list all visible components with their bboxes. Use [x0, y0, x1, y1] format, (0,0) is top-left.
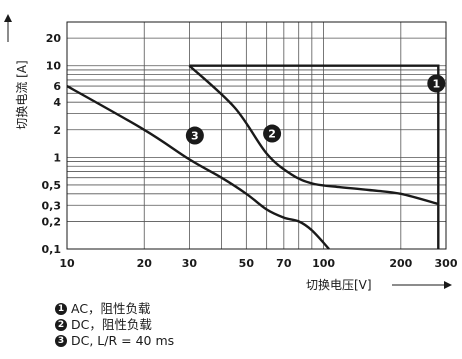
marker-circle — [427, 74, 446, 93]
marker-circle — [263, 124, 282, 143]
legend-item: 3 DC, L/R = 40 ms — [55, 333, 174, 349]
x-tick-label: 70 — [276, 257, 292, 270]
x-tick-label: 10 — [59, 257, 75, 270]
axes — [66, 21, 447, 250]
plot-frame — [66, 21, 447, 250]
chart: 10 20 30 50 70 100 200 3000,10,20,30,512461020 … — [4, 14, 458, 292]
marker-circle — [185, 126, 204, 145]
y-tick-label: 6 — [53, 80, 61, 93]
series-line-2 — [188, 64, 439, 206]
tick-labels: 10 20 30 50 70 100 200 300 0,1 0,2 0,3 0,5 1 2 4 6 10 20 — [42, 32, 458, 270]
legend-text: DC，阻性负载 — [71, 317, 152, 332]
legend: 1 AC，阻性负载 2 DC，阻性负载 3 DC, L/R = 40 ms — [55, 301, 174, 349]
series-marker-2: 2 — [263, 124, 282, 143]
legend-marker-1: 1 — [55, 303, 67, 315]
y-tick-label: 1 — [53, 151, 61, 164]
y-tick-label: 4 — [53, 96, 61, 109]
legend-text: DC, L/R = 40 ms — [71, 333, 175, 348]
series-group — [66, 64, 440, 250]
x-tick-label: 300 — [435, 257, 458, 270]
legend-item: 1 AC，阻性负载 — [55, 301, 174, 317]
x-tick-label: 200 — [389, 257, 412, 270]
y-tick-label: 0,2 — [42, 215, 62, 228]
y-tick-label: 2 — [53, 124, 61, 137]
y-axis-arrow — [4, 14, 12, 42]
series-marker-1: 1 — [427, 74, 446, 93]
y-tick-label: 0,3 — [42, 199, 62, 212]
grid — [67, 22, 447, 249]
x-axis-label: 切换电压[V] — [306, 278, 372, 292]
x-tick-label: 20 — [137, 257, 153, 270]
y-tick-label: 0,1 — [42, 243, 62, 256]
marker-number: 1 — [432, 77, 440, 90]
y-tick-label: 20 — [46, 32, 62, 45]
series-line-3 — [66, 85, 330, 250]
x-tick-label: 50 — [239, 257, 255, 270]
marker-number: 2 — [268, 128, 276, 141]
series-marker-3: 3 — [185, 126, 204, 145]
legend-marker-3: 3 — [55, 335, 67, 347]
legend-marker-2: 2 — [55, 319, 67, 331]
marker-number: 3 — [191, 130, 199, 143]
legend-item: 2 DC，阻性负载 — [55, 317, 174, 333]
series-line-1 — [189, 64, 440, 249]
legend-text: AC，阻性负载 — [71, 301, 151, 316]
x-axis-arrow — [392, 281, 452, 289]
x-tick-label: 30 — [182, 257, 198, 270]
y-axis-label: 切换电流 [A] — [15, 60, 29, 129]
y-tick-label: 10 — [46, 60, 62, 73]
x-tick-label: 100 — [312, 257, 335, 270]
y-tick-label: 0,5 — [42, 179, 62, 192]
series-markers: 1 2 3 — [185, 74, 446, 145]
